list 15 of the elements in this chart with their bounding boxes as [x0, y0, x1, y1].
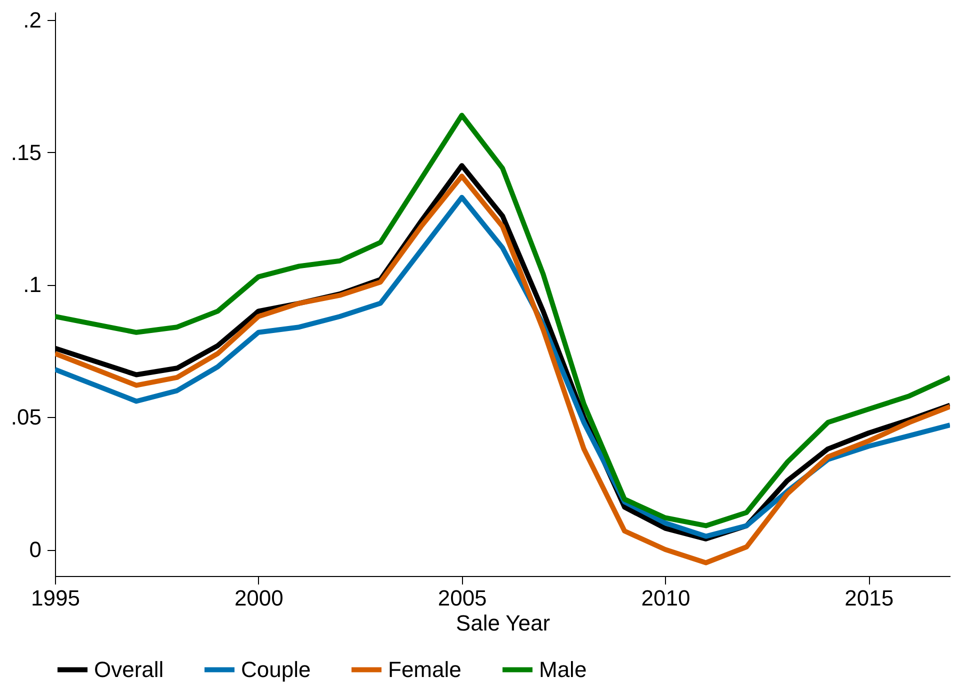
- y-tick-label: .15: [10, 140, 42, 165]
- legend-label: Couple: [241, 656, 311, 682]
- legend-label: Male: [539, 656, 587, 682]
- legend-label: Female: [388, 656, 462, 682]
- y-tick-label: .1: [23, 272, 42, 298]
- x-axis-title: Sale Year: [456, 610, 550, 636]
- x-tick-label: 1995: [31, 586, 80, 610]
- x-tick-label: 2000: [234, 586, 284, 610]
- y-tick-label: .05: [10, 404, 42, 430]
- legend-label: Overall: [94, 656, 164, 682]
- x-tick-label: 2015: [844, 586, 894, 610]
- x-tick-label: 2010: [641, 586, 690, 610]
- y-tick-label: 0: [29, 537, 42, 562]
- y-tick-label: .2: [23, 7, 42, 32]
- x-tick-label: 2005: [438, 586, 487, 610]
